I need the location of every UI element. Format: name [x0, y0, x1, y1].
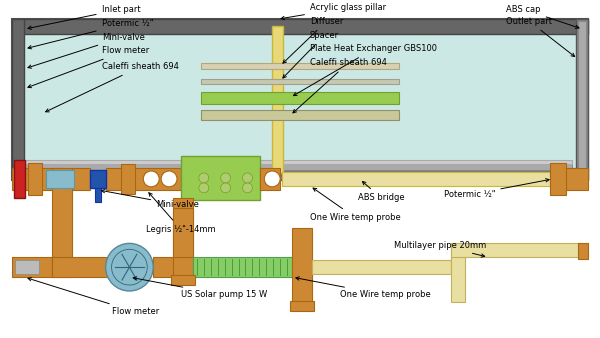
Bar [52, 257, 107, 277]
Circle shape [242, 183, 253, 193]
Bar [272, 26, 283, 173]
Bar [131, 168, 181, 190]
Bar [13, 19, 24, 180]
Text: Legris ½"-14mm: Legris ½"-14mm [146, 193, 216, 234]
Text: Potermic ½": Potermic ½" [444, 178, 549, 199]
Bar [563, 168, 587, 190]
Bar [550, 163, 566, 195]
Bar [13, 168, 62, 190]
Text: US Solar pump 15 W: US Solar pump 15 W [133, 277, 267, 299]
Text: Caleffi sheath 694: Caleffi sheath 694 [46, 62, 179, 112]
Bar [13, 19, 587, 180]
Text: One Wire temp probe: One Wire temp probe [296, 277, 430, 299]
Circle shape [112, 249, 147, 285]
Circle shape [264, 171, 280, 187]
Circle shape [221, 173, 230, 183]
Text: Flow meter: Flow meter [28, 47, 149, 88]
Circle shape [199, 183, 209, 193]
Bar [193, 257, 292, 277]
Bar [292, 227, 312, 307]
Bar [201, 79, 399, 84]
Bar [95, 188, 101, 202]
Bar [290, 301, 314, 311]
Bar [46, 170, 74, 188]
Bar [578, 243, 587, 259]
Circle shape [221, 183, 230, 193]
Bar [106, 168, 125, 190]
Bar [451, 247, 464, 302]
Circle shape [199, 173, 209, 183]
Bar [13, 168, 587, 180]
Circle shape [161, 171, 177, 187]
Text: Plate Heat Exchanger GBS100: Plate Heat Exchanger GBS100 [293, 45, 437, 96]
Text: Diffuser: Diffuser [283, 17, 343, 63]
Bar [171, 275, 195, 285]
Bar [201, 92, 399, 103]
Text: One Wire temp probe: One Wire temp probe [310, 188, 401, 222]
Bar [121, 164, 136, 194]
Bar [153, 257, 177, 277]
Text: Flow meter: Flow meter [28, 277, 159, 316]
Bar [13, 19, 587, 34]
Bar [312, 260, 451, 274]
Bar [576, 19, 587, 180]
Text: Mini-valve: Mini-valve [101, 190, 199, 209]
Text: ABS bridge: ABS bridge [358, 182, 404, 202]
Bar [260, 168, 280, 190]
Text: Caleffi sheath 694: Caleffi sheath 694 [293, 58, 387, 113]
Text: Potermic ½": Potermic ½" [28, 19, 153, 49]
Bar [13, 163, 572, 170]
Text: Acrylic glass pillar: Acrylic glass pillar [281, 3, 386, 20]
Bar [14, 160, 25, 198]
Circle shape [106, 243, 153, 291]
Bar [20, 26, 580, 173]
Bar [181, 156, 260, 200]
Circle shape [143, 171, 159, 187]
Bar [52, 168, 72, 277]
Bar [201, 111, 399, 120]
Bar [451, 243, 580, 257]
Bar [28, 163, 42, 195]
Bar [578, 21, 586, 178]
Text: Multilayer pipe 20mm: Multilayer pipe 20mm [394, 241, 487, 257]
Bar [173, 208, 193, 257]
Bar [201, 63, 399, 69]
Bar [90, 170, 106, 188]
Text: Inlet part: Inlet part [28, 5, 140, 29]
Text: Outlet part: Outlet part [506, 17, 575, 56]
Bar [13, 160, 572, 164]
Bar [72, 168, 90, 190]
Bar [173, 198, 193, 277]
Bar [16, 260, 39, 274]
Text: ABS cap: ABS cap [506, 5, 579, 28]
Bar [13, 257, 52, 277]
Text: Spacer: Spacer [283, 31, 339, 78]
Text: Mini-valve: Mini-valve [28, 32, 145, 68]
Bar [282, 172, 550, 186]
Circle shape [242, 173, 253, 183]
